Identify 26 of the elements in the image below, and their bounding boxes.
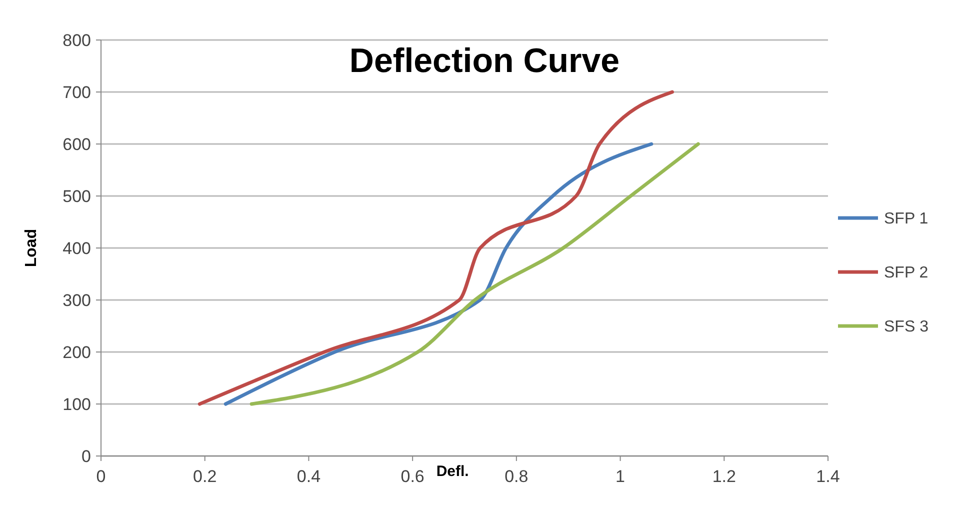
- y-tick-label: 300: [62, 290, 91, 310]
- x-tick-label: 0: [96, 467, 106, 486]
- x-tick-label: 1: [616, 467, 626, 486]
- y-tick-label: 500: [62, 186, 91, 206]
- x-tick-label: 0.4: [296, 467, 321, 486]
- x-tick-label: 1.2: [712, 467, 736, 486]
- y-tick-label: 800: [62, 30, 91, 50]
- y-tick-label: 600: [62, 134, 91, 154]
- x-tick-label: 0.8: [504, 467, 528, 486]
- line-series: [250, 142, 700, 406]
- y-axis-title: Load: [23, 228, 40, 268]
- y-tick-label: 700: [62, 82, 91, 102]
- y-tick-label: 200: [62, 342, 91, 362]
- x-tick-label: 1.4: [816, 467, 840, 486]
- y-tick-label: 400: [62, 238, 91, 258]
- y-tick-label: 100: [62, 394, 91, 414]
- line-series: [224, 142, 654, 406]
- chart-title: Deflection Curve: [349, 42, 620, 80]
- x-tick-label: 0.2: [193, 467, 217, 486]
- legend-label: SFS 3: [884, 318, 929, 336]
- x-tick-label: 0.6: [400, 467, 424, 486]
- y-tick-label: 0: [82, 446, 91, 466]
- legend-label: SFP 1: [884, 210, 928, 228]
- x-axis-title: Defl.: [436, 463, 469, 480]
- legend-label: SFP 2: [884, 264, 928, 282]
- line-series: [198, 90, 674, 406]
